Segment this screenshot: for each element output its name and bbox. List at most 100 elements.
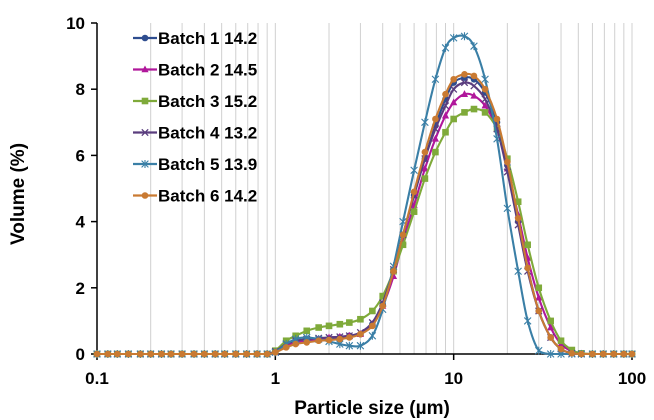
data-point: [535, 307, 543, 315]
data-point: [190, 350, 198, 358]
data-point: [141, 160, 149, 168]
data-point: [461, 71, 468, 78]
data-point: [535, 284, 543, 292]
data-point: [610, 350, 618, 358]
data-point: [481, 75, 489, 84]
data-point: [315, 337, 322, 345]
data-point: [369, 307, 376, 315]
data-point: [345, 341, 354, 350]
legend-item: Batch 6 14.2: [133, 187, 257, 206]
data-point: [263, 350, 271, 358]
data-point: [547, 323, 555, 331]
data-point: [421, 118, 429, 127]
data-point: [450, 75, 457, 83]
data-point: [523, 316, 532, 325]
y-tick-label: 2: [76, 279, 85, 298]
data-point: [336, 320, 344, 328]
data-point: [470, 72, 478, 80]
data-point: [493, 115, 501, 123]
data-point: [620, 350, 628, 358]
data-point: [368, 331, 377, 340]
data-point: [514, 267, 522, 276]
data-point: [493, 134, 501, 143]
data-point: [282, 344, 290, 351]
data-point: [557, 345, 565, 353]
data-point: [356, 341, 365, 350]
data-point: [178, 350, 186, 358]
data-point: [421, 164, 429, 172]
data-point: [547, 334, 554, 341]
data-point: [442, 90, 449, 98]
series-line: [96, 72, 632, 356]
series-batch-3: [93, 105, 636, 358]
data-point: [441, 43, 450, 52]
data-point: [167, 350, 175, 358]
data-point: [524, 264, 531, 272]
data-point: [141, 65, 149, 73]
data-point: [346, 319, 353, 326]
data-point: [470, 42, 478, 51]
data-point: [503, 204, 512, 213]
data-point: [514, 214, 522, 222]
data-point: [557, 337, 565, 345]
y-tick-label: 6: [76, 146, 85, 165]
data-point: [470, 82, 478, 90]
data-point: [346, 334, 353, 341]
legend-label: Batch 3 15.2: [158, 92, 257, 111]
data-point: [450, 115, 457, 123]
data-point: [546, 350, 555, 358]
y-tick-label: 8: [76, 80, 85, 99]
data-point: [93, 350, 101, 358]
series-group: [93, 32, 636, 358]
data-point: [470, 91, 478, 99]
data-point: [481, 85, 489, 93]
legend-label: Batch 6 14.2: [158, 187, 257, 206]
data-point: [325, 322, 333, 330]
series-batch-4: [93, 78, 636, 358]
data-point: [442, 128, 449, 136]
data-point: [460, 32, 469, 41]
data-point: [292, 340, 299, 348]
legend: Batch 1 14.2 Batch 2 14.5 Batch 3 15.2 Batc…: [133, 29, 257, 206]
data-point: [535, 293, 543, 301]
data-point: [141, 128, 149, 137]
data-point: [125, 350, 132, 358]
data-point: [568, 350, 576, 357]
data-point: [449, 33, 458, 42]
data-point: [141, 97, 149, 105]
y-tick-label: 4: [76, 213, 86, 232]
y-tick-label: 10: [66, 14, 85, 33]
data-point: [470, 105, 478, 113]
data-point: [460, 78, 469, 87]
data-point: [147, 350, 154, 358]
data-point: [141, 34, 149, 42]
x-tick-label: 100: [618, 369, 646, 388]
legend-item: Batch 5 13.9: [133, 155, 257, 174]
data-point: [211, 350, 219, 358]
data-point: [432, 148, 439, 156]
x-tick-label: 10: [444, 369, 463, 388]
data-point: [357, 330, 364, 338]
data-point: [410, 208, 418, 215]
x-tick-label: 1: [271, 369, 280, 388]
tick-labels: 0 2 4 6 8 10 0.1 1 10 100: [66, 14, 646, 388]
data-point: [431, 134, 440, 142]
series-line: [96, 108, 632, 356]
data-point: [410, 188, 418, 196]
legend-label: Batch 5 13.9: [158, 155, 257, 174]
data-point: [421, 148, 429, 156]
y-tick-label: 0: [76, 345, 85, 364]
data-point: [399, 241, 407, 249]
data-point: [589, 350, 596, 358]
legend-label: Batch 2 14.5: [158, 61, 257, 80]
legend-label: Batch 1 14.2: [158, 29, 257, 48]
x-axis-title: Particle size (µm): [294, 398, 450, 419]
data-point: [599, 350, 607, 358]
data-point: [514, 198, 522, 206]
data-point: [450, 98, 458, 106]
data-point: [369, 322, 376, 330]
data-point: [399, 231, 407, 239]
data-point: [390, 267, 397, 275]
data-point: [303, 327, 311, 335]
series-line: [96, 76, 632, 356]
